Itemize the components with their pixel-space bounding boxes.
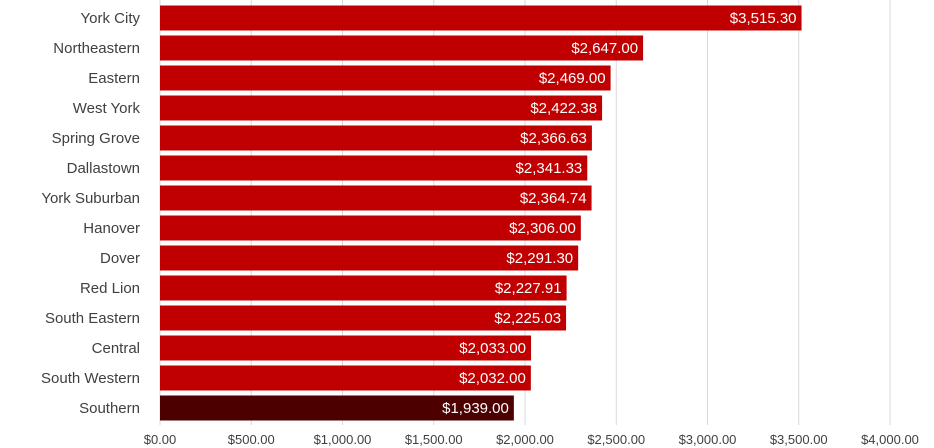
bar [160, 215, 581, 241]
data-label: $2,341.33 [516, 160, 583, 177]
grid-lines [159, 0, 891, 425]
bar [160, 5, 802, 31]
category-label: South Western [41, 370, 140, 387]
x-tick-label: $0.00 [144, 432, 177, 447]
category-label: York City [81, 10, 141, 27]
bar [160, 275, 567, 301]
category-label: Southern [79, 400, 140, 417]
bars: $3,515.30 $2,647.00 $2,469.00 $2,422.38 $2,3… [160, 5, 802, 421]
x-axis-tick-labels: $0.00 $500.00 $1,000.00 $1,500.00 $2,000.00 $… [144, 432, 919, 447]
category-label: York Suburban [41, 190, 140, 207]
x-tick-label: $3,000.00 [679, 432, 737, 447]
data-label: $2,647.00 [571, 40, 638, 57]
bar [160, 395, 514, 421]
data-label: $2,032.00 [459, 370, 526, 387]
category-label: Northeastern [53, 40, 140, 57]
x-tick-label: $3,500.00 [770, 432, 828, 447]
data-label: $2,306.00 [509, 220, 576, 237]
category-labels: York City Northeastern Eastern West York Spr… [41, 10, 140, 417]
data-label: $2,033.00 [459, 340, 526, 357]
category-label: South Eastern [45, 310, 140, 327]
bar [160, 365, 531, 391]
x-tick-label: $2,000.00 [496, 432, 554, 447]
category-label: Dallastown [67, 160, 140, 177]
data-label: $2,469.00 [539, 70, 606, 87]
x-tick-label: $2,500.00 [587, 432, 645, 447]
category-label: Hanover [83, 220, 140, 237]
bar [160, 245, 579, 271]
category-label: Eastern [88, 70, 140, 87]
category-label: Spring Grove [52, 130, 140, 147]
bar [160, 155, 588, 181]
category-label: Central [92, 340, 140, 357]
category-label: West York [73, 100, 141, 117]
x-tick-label: $500.00 [228, 432, 275, 447]
bar [160, 65, 611, 91]
data-label: $2,227.91 [495, 280, 562, 297]
data-label: $2,366.63 [520, 130, 587, 147]
category-label: Red Lion [80, 280, 140, 297]
bar [160, 185, 592, 211]
data-label: $2,291.30 [506, 250, 573, 267]
category-label: Dover [100, 250, 140, 267]
bar [160, 35, 644, 61]
bar [160, 335, 532, 361]
bar [160, 95, 603, 121]
bar [160, 125, 592, 151]
data-label: $3,515.30 [730, 10, 797, 27]
x-tick-label: $1,000.00 [314, 432, 372, 447]
bar [160, 305, 567, 331]
x-tick-label: $1,500.00 [405, 432, 463, 447]
data-label: $1,939.00 [442, 400, 509, 417]
data-label: $2,422.38 [530, 100, 597, 117]
data-label: $2,225.03 [494, 310, 561, 327]
x-tick-label: $4,000.00 [861, 432, 919, 447]
data-label: $2,364.74 [520, 190, 587, 207]
